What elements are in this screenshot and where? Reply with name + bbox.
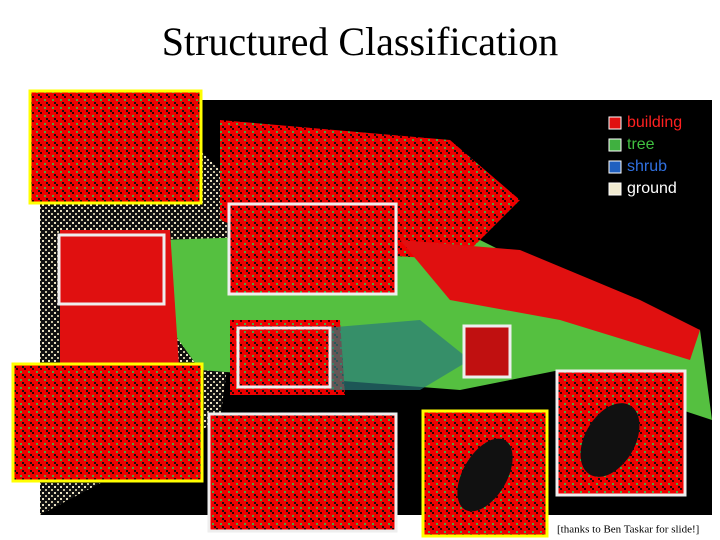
shadow <box>457 438 513 512</box>
legend-label: building <box>627 114 682 131</box>
slide-title: Structured Classification <box>161 19 559 64</box>
legend-swatch <box>608 182 622 196</box>
legend-label: shrub <box>627 158 667 175</box>
zoom-inset <box>11 362 204 483</box>
building-area <box>400 240 700 360</box>
legend: building tree shrub ground <box>608 114 682 197</box>
zoom-inset <box>555 369 687 497</box>
zoom-box <box>462 324 512 379</box>
zoom-box <box>236 326 332 389</box>
zoom-inset <box>207 412 398 533</box>
zoom-inset <box>28 89 203 205</box>
credit: [thanks to Ben Taskar for slide!] <box>557 524 699 536</box>
legend-swatch <box>608 138 622 152</box>
shrub-area <box>300 320 470 390</box>
shadow <box>580 403 640 477</box>
legend-label: tree <box>627 136 655 153</box>
legend-swatch <box>608 160 622 174</box>
zoom-box <box>227 202 398 296</box>
credit-background <box>552 521 714 539</box>
legend-swatch <box>608 116 622 130</box>
zoom-box <box>57 233 166 306</box>
legend-label: ground <box>627 180 677 197</box>
